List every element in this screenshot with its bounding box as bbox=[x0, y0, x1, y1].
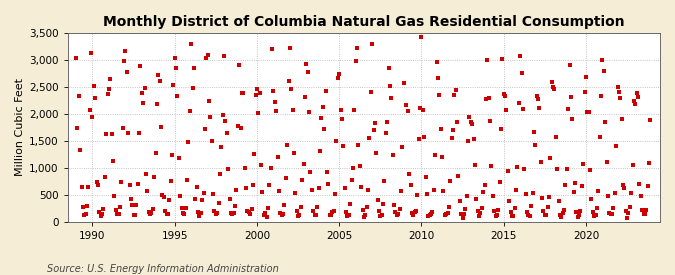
Y-axis label: Million Cubic Feet: Million Cubic Feet bbox=[15, 78, 25, 176]
Title: Monthly District of Columbia Natural Gas Residential Consumption: Monthly District of Columbia Natural Gas… bbox=[103, 15, 625, 29]
Text: Source: U.S. Energy Information Administration: Source: U.S. Energy Information Administ… bbox=[47, 264, 279, 274]
